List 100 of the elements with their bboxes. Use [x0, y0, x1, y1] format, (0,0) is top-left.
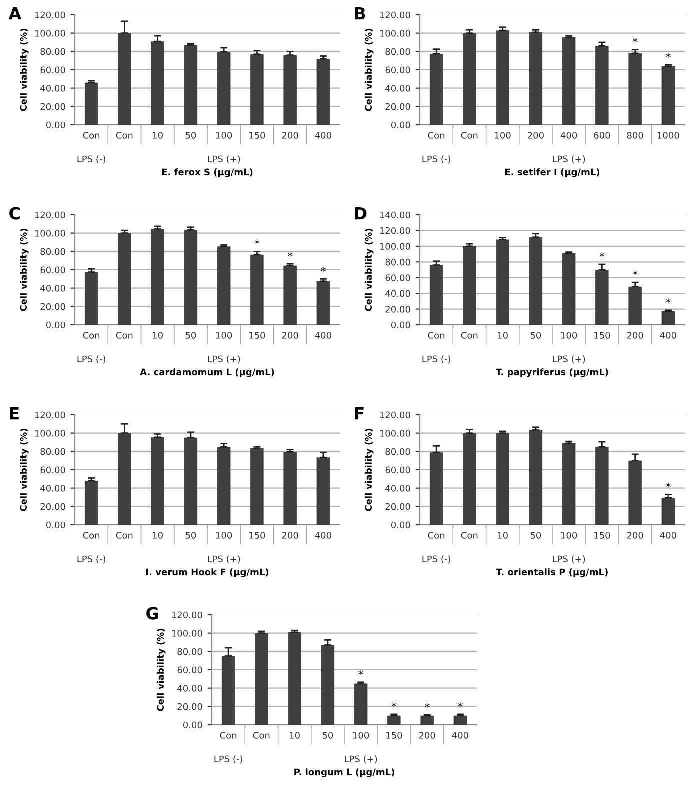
- x-tick-label: 150: [250, 332, 266, 339]
- annotation: *: [666, 53, 671, 58]
- y-tick-label: 40.00: [386, 85, 410, 92]
- y-tick-label: 20.00: [40, 303, 66, 310]
- x-tick-label: 200: [419, 732, 436, 739]
- annotation: *: [288, 252, 293, 258]
- y-tick-label: 20.00: [386, 306, 410, 313]
- x-tick-label: 100: [353, 732, 370, 739]
- y-tick-label: 0.00: [46, 522, 66, 529]
- chart-title: B: [355, 7, 366, 20]
- text: LPS (+): [208, 356, 240, 364]
- y-tick-label: 100.00: [380, 430, 410, 437]
- y-tick-label: 40.00: [178, 685, 202, 692]
- y-tick-label: 0.00: [391, 522, 410, 529]
- y-tick-label: 40.00: [40, 285, 66, 292]
- x-tick-label: 100: [561, 332, 578, 339]
- y-tick-label: 80.00: [178, 648, 202, 656]
- y-tick-label: 20.00: [40, 103, 66, 110]
- y-tick-label: 80.00: [40, 248, 66, 256]
- x-tick-label: 400: [560, 132, 578, 139]
- annotation: *: [632, 38, 638, 43]
- x-tick-label: 200: [528, 132, 544, 139]
- x-tick-label: 150: [594, 532, 610, 539]
- chart-title: D: [355, 207, 367, 220]
- y-tick-label: 100.00: [380, 30, 410, 37]
- y-tick-label: 60.00: [40, 66, 66, 74]
- text: LPS (-): [422, 556, 450, 564]
- x-tick-label: 400: [660, 332, 676, 339]
- y-tick-label: 60.00: [386, 66, 410, 74]
- annotation: *: [320, 267, 326, 272]
- x-tick-label: 400: [315, 532, 332, 539]
- chart-title: F: [355, 407, 364, 420]
- chart-title: G: [146, 607, 158, 620]
- x-tick-label: Con: [116, 532, 133, 539]
- annotation: *: [392, 702, 397, 708]
- x-axis-title: P. longum L (µg/mL): [294, 768, 394, 778]
- x-tick-label: 50: [530, 332, 542, 339]
- annotation: *: [458, 702, 463, 708]
- y-tick-label: 80.00: [386, 448, 410, 456]
- y-tick-label: 120.00: [35, 412, 66, 419]
- x-tick-label: Con: [428, 332, 445, 339]
- text: LPS (-): [78, 556, 106, 564]
- y-tick-label: 0.00: [46, 322, 66, 329]
- x-tick-label: Con: [428, 132, 445, 139]
- x-tick-label: 100: [216, 532, 232, 539]
- x-tick-label: 150: [250, 132, 266, 139]
- x-tick-label: 400: [660, 532, 676, 539]
- y-tick-label: 60.00: [386, 274, 410, 282]
- x-axis-title: T. papyriferus (µg/mL): [496, 368, 608, 378]
- chart-title: C: [10, 207, 20, 220]
- annotation: *: [600, 252, 605, 258]
- x-tick-label: Con: [428, 532, 445, 539]
- x-tick-label: 150: [250, 532, 266, 539]
- x-tick-label: 10: [153, 532, 163, 539]
- x-tick-label: 10: [498, 532, 508, 539]
- x-tick-label: 10: [153, 132, 163, 139]
- y-axis-title: Cell viability (%): [20, 429, 29, 512]
- y-tick-label: 100.00: [380, 243, 410, 250]
- x-tick-label: 50: [322, 732, 334, 739]
- x-tick-label: 150: [594, 332, 610, 339]
- text: LPS (-): [78, 356, 106, 364]
- x-tick-label: 1000: [658, 132, 680, 139]
- text: LPS (+): [345, 756, 378, 764]
- y-axis-title: Cell viability (%): [365, 229, 374, 312]
- y-tick-label: 40.00: [386, 485, 410, 492]
- x-tick-label: Con: [83, 532, 100, 539]
- y-tick-label: 40.00: [40, 485, 66, 492]
- y-tick-label: 80.00: [386, 258, 410, 266]
- x-tick-label: Con: [461, 132, 478, 139]
- y-tick-label: 80.00: [40, 448, 66, 456]
- x-axis-title: I. verum Hook F (µg/mL): [146, 568, 269, 578]
- x-tick-label: Con: [461, 332, 478, 339]
- y-tick-label: 60.00: [178, 666, 202, 674]
- y-tick-label: 0.00: [391, 322, 410, 329]
- x-tick-label: 10: [153, 332, 163, 339]
- x-tick-label: Con: [220, 732, 237, 739]
- y-tick-label: 40.00: [40, 85, 66, 92]
- x-tick-label: 10: [498, 332, 508, 339]
- x-tick-label: Con: [461, 532, 478, 539]
- y-tick-label: 120.00: [380, 412, 410, 419]
- x-axis-title: T. orientalis P (µg/mL): [496, 568, 608, 578]
- text: LPS (-): [78, 156, 106, 164]
- x-tick-label: 100: [495, 132, 511, 139]
- annotation: *: [632, 270, 638, 276]
- y-tick-label: 120.00: [35, 212, 66, 219]
- annotation: *: [666, 482, 671, 488]
- y-axis-title: Cell viability (%): [157, 629, 166, 712]
- x-tick-label: 600: [594, 132, 610, 139]
- y-tick-label: 60.00: [40, 266, 66, 274]
- annotation: *: [358, 670, 364, 676]
- y-axis-title: Cell viability (%): [365, 429, 374, 512]
- x-axis-title: A. cardamomum L (µg/mL): [140, 368, 274, 378]
- y-axis-title: Cell viability (%): [20, 29, 29, 112]
- y-tick-label: 80.00: [386, 48, 410, 56]
- x-axis-title: E. ferox S (µg/mL): [162, 168, 253, 178]
- y-tick-label: 120.00: [172, 612, 202, 619]
- x-tick-label: 800: [627, 132, 644, 139]
- y-tick-label: 20.00: [386, 103, 410, 110]
- text: LPS (+): [208, 156, 240, 164]
- x-tick-label: 100: [216, 132, 232, 139]
